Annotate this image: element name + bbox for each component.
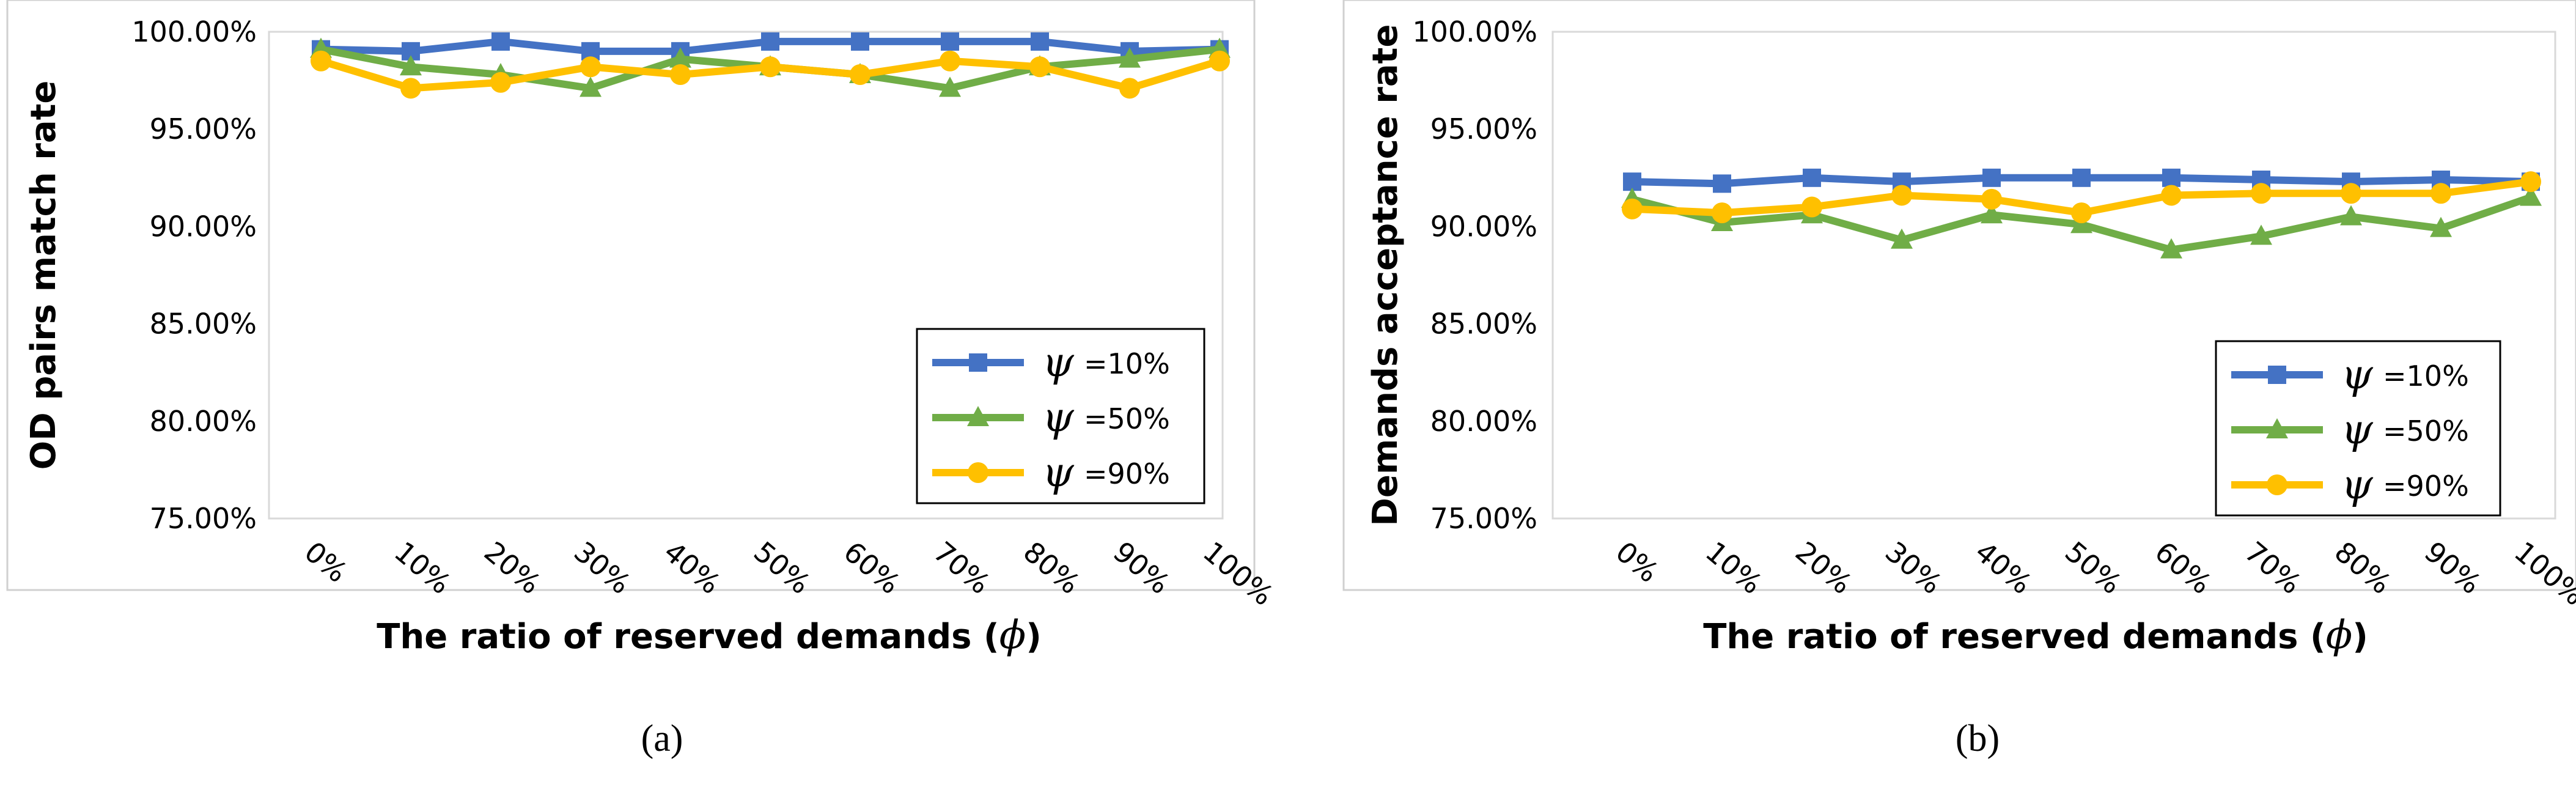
panel-label: (b) (1956, 718, 2000, 759)
psi-symbol: ψ (2341, 406, 2374, 453)
data-point-triangle (2160, 238, 2182, 259)
legend: ψ =10% ψ =50% ψ =90% (2215, 340, 2501, 517)
y-axis-title: OD pairs match rate (24, 81, 64, 470)
x-axis-title: The ratio of reserved demands (ϕ) (377, 613, 1042, 658)
x-axis-title-close: ) (1026, 617, 1042, 657)
data-point-square (491, 32, 510, 51)
legend-label: =90% (2383, 470, 2469, 503)
data-point-triangle (669, 47, 691, 68)
psi-symbol: ψ (1042, 449, 1075, 496)
data-point-square (1803, 168, 1821, 187)
data-point-circle (940, 50, 960, 72)
data-point-triangle (1119, 47, 1141, 68)
psi-symbol: ψ (1042, 394, 1075, 441)
data-point-circle (2341, 183, 2361, 204)
data-point-circle (968, 462, 988, 483)
y-tick-label: 100.00% (1412, 15, 1537, 48)
plot-area (1551, 31, 2556, 520)
data-point-circle (400, 78, 421, 99)
plot-area (268, 31, 1224, 520)
psi-symbol: ψ (2341, 461, 2374, 508)
data-point-circle (1622, 198, 1643, 219)
data-point-circle (490, 72, 511, 93)
data-point-circle (2267, 474, 2287, 495)
data-point-triangle (1981, 203, 2003, 224)
data-point-square (969, 353, 987, 372)
legend-label: =10% (1084, 347, 1170, 380)
data-point-triangle (939, 76, 961, 97)
data-point-circle (1891, 185, 1912, 206)
data-point-circle (670, 64, 691, 86)
data-point-triangle (2340, 205, 2362, 226)
y-axis-title: Demands acceptance rate (1366, 24, 1405, 526)
data-point-circle (1801, 196, 1822, 218)
data-point-circle (760, 56, 781, 78)
data-point-triangle (400, 55, 422, 76)
x-axis-title: The ratio of reserved demands (ϕ) (1703, 613, 2368, 658)
data-point-triangle (967, 406, 989, 426)
legend: ψ =10% ψ =50% ψ =90% (916, 328, 1205, 504)
y-tick-label: 85.00% (1430, 308, 1537, 341)
data-point-square (761, 32, 779, 51)
x-axis-title-close: ) (2352, 617, 2368, 657)
data-point-triangle (2520, 185, 2542, 206)
series-circle (1622, 171, 2541, 224)
legend-label: =90% (1084, 457, 1170, 490)
y-tick-label: 80.00% (150, 405, 257, 438)
y-tick-label: 75.00% (150, 502, 257, 535)
data-point-circle (1712, 202, 1732, 224)
data-point-circle (1029, 56, 1050, 78)
data-point-square (2072, 168, 2091, 187)
data-point-circle (311, 50, 331, 72)
legend-label: =10% (2383, 360, 2469, 393)
psi-symbol: ψ (1042, 339, 1075, 386)
series-circle (311, 50, 1230, 99)
data-point-square (2268, 366, 2286, 384)
data-point-circle (850, 64, 870, 86)
data-point-square (1713, 174, 1731, 193)
data-point-circle (2071, 202, 2092, 224)
data-point-circle (580, 56, 601, 78)
data-point-circle (2520, 171, 2541, 193)
data-point-triangle (2250, 224, 2272, 245)
data-point-square (851, 32, 869, 51)
y-tick-label: 95.00% (1430, 112, 1537, 146)
data-point-circle (1981, 188, 2002, 210)
panel-label: (a) (641, 718, 683, 759)
x-axis-title-text: The ratio of reserved demands ( (377, 617, 999, 657)
data-point-square (1031, 32, 1049, 51)
y-tick-label: 90.00% (150, 210, 257, 243)
data-point-triangle (2266, 418, 2288, 438)
psi-symbol: ψ (2341, 351, 2374, 398)
y-tick-label: 95.00% (150, 112, 257, 146)
data-point-triangle (2430, 216, 2452, 237)
data-point-circle (1119, 78, 1140, 99)
y-tick-label: 75.00% (1430, 502, 1537, 535)
legend-label: =50% (2383, 415, 2469, 448)
data-point-square (1982, 168, 2001, 187)
y-tick-label: 85.00% (150, 308, 257, 341)
y-tick-label: 90.00% (1430, 210, 1537, 243)
data-point-circle (2161, 185, 2182, 206)
legend-label: =50% (1084, 402, 1170, 435)
data-point-circle (1209, 50, 1230, 72)
y-tick-label: 100.00% (131, 15, 257, 48)
data-point-square (941, 32, 959, 51)
data-point-triangle (1891, 228, 1913, 249)
data-point-circle (2251, 183, 2272, 204)
y-tick-label: 80.00% (1430, 405, 1537, 438)
phi-symbol: ϕ (2326, 613, 2353, 658)
data-point-circle (2431, 183, 2451, 204)
x-axis-title-text: The ratio of reserved demands ( (1703, 617, 2325, 657)
data-point-triangle (580, 76, 602, 97)
chart-panel-a: 75.00%80.00%85.00%90.00%95.00%100.00%0% 1… (6, 0, 1279, 759)
phi-symbol: ϕ (999, 613, 1026, 658)
chart-panel-b: 75.00%80.00%85.00%90.00%95.00%100.00%0% 1… (1342, 0, 2576, 759)
data-point-square (2162, 168, 2180, 187)
